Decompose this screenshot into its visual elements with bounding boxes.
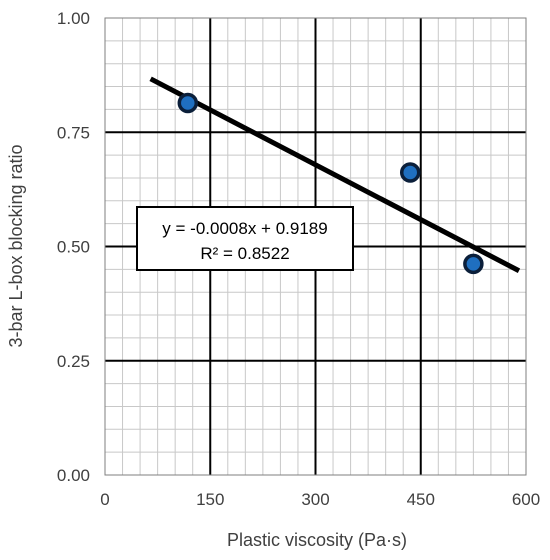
data-point <box>177 92 199 114</box>
y-tick-label: 0.00 <box>57 466 90 485</box>
y-tick-label: 0.25 <box>57 352 90 371</box>
x-tick-label: 600 <box>512 490 540 509</box>
x-axis-title: Plastic viscosity (Pa·s) <box>227 530 407 550</box>
data-points <box>177 92 484 275</box>
x-axis-tick-labels: 0 150 300 450 600 <box>100 490 540 509</box>
x-tick-label: 300 <box>301 490 329 509</box>
y-tick-label: 1.00 <box>57 9 90 28</box>
x-tick-label: 0 <box>100 490 109 509</box>
y-axis-tick-labels: 0.00 0.25 0.50 0.75 1.00 <box>57 9 90 485</box>
data-point <box>463 253 484 275</box>
equation-box-frame <box>136 206 354 271</box>
y-tick-label: 0.50 <box>57 238 90 257</box>
data-point <box>399 162 421 183</box>
trendline-layer <box>149 76 521 273</box>
trendline <box>149 76 521 273</box>
trendline-equation: y = -0.0008x + 0.9189 <box>162 219 327 238</box>
plot-area-border <box>104 17 527 476</box>
equation-box: y = -0.0008x + 0.9189 R² = 0.8522 <box>136 206 354 271</box>
trendline-r-squared: R² = 0.8522 <box>200 244 289 263</box>
y-tick-label: 0.75 <box>57 123 90 142</box>
x-tick-label: 150 <box>196 490 224 509</box>
y-axis-title: 3-bar L-box blocking ratio <box>6 144 26 347</box>
x-tick-label: 450 <box>407 490 435 509</box>
